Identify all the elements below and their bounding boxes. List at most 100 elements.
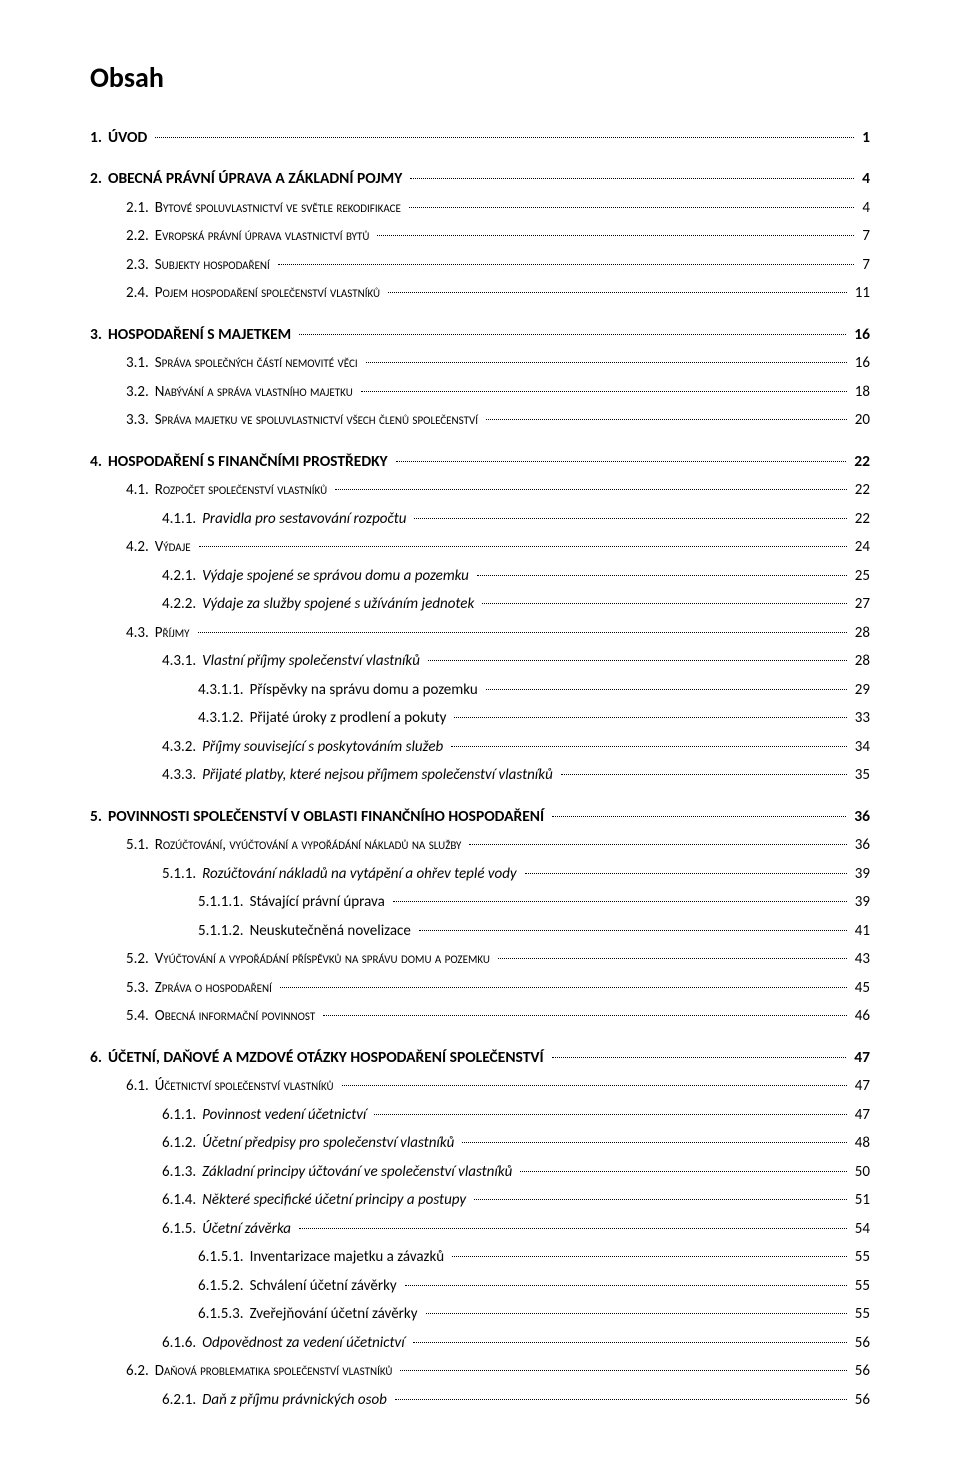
toc-entry-page: 50: [851, 1158, 870, 1187]
toc-entry-page: 18: [851, 378, 870, 407]
toc-entry: 4.2.1.Výdaje spojené se správou domu a p…: [90, 562, 870, 591]
toc-entry-number: 5.3.: [126, 974, 155, 1003]
toc-entry: 6.1.Účetnictví společenství vlastníků47: [90, 1072, 870, 1101]
toc-entry-number: 5.4.: [126, 1002, 155, 1031]
toc-entry-label: Zveřejňování účetní závěrky: [250, 1300, 422, 1329]
toc-entry-page: 1: [858, 123, 870, 152]
toc-leader: [396, 461, 847, 462]
toc-entry-page: 45: [851, 974, 870, 1003]
table-of-contents: 1.ÚVOD12.OBECNÁ PRÁVNÍ ÚPRAVA A ZÁKLADNÍ…: [90, 123, 870, 1414]
toc-entry-label: Vyúčtování a vypořádání příspěvků na spr…: [155, 945, 494, 974]
toc-entry: 2.3.Subjekty hospodaření7: [90, 251, 870, 280]
toc-entry: 6.2.1.Daň z příjmu právnických osob56: [90, 1386, 870, 1415]
toc-entry-label: Přijaté úroky z prodlení a pokuty: [250, 704, 451, 733]
toc-entry-number: 4.2.2.: [162, 590, 202, 619]
toc-entry-page: 29: [851, 676, 870, 705]
toc-entry: 3.HOSPODAŘENÍ S MAJETKEM16: [90, 320, 870, 349]
toc-entry: 6.1.6.Odpovědnost za vedení účetnictví56: [90, 1329, 870, 1358]
toc-leader: [335, 489, 847, 490]
toc-entry: 6.ÚČETNÍ, DAŇOVÉ A MZDOVÉ OTÁZKY HOSPODA…: [90, 1043, 870, 1072]
toc-entry-label: Rozúčtování, vyúčtování a vypořádání nák…: [155, 831, 466, 860]
toc-entry-page: 39: [851, 888, 870, 917]
toc-entry: 2.1.Bytové spoluvlastnictví ve světle re…: [90, 194, 870, 223]
toc-entry-label: POVINNOSTI SPOLEČENSTVÍ V OBLASTI FINANČ…: [108, 802, 548, 831]
toc-entry: 6.1.5.3.Zveřejňování účetní závěrky55: [90, 1300, 870, 1329]
toc-entry-page: 7: [858, 251, 870, 280]
toc-leader: [405, 1285, 847, 1286]
toc-entry-number: 5.1.1.1.: [198, 888, 250, 917]
toc-entry-page: 34: [851, 733, 870, 762]
toc-entry-page: 4: [858, 194, 870, 223]
toc-entry-page: 55: [851, 1243, 870, 1272]
toc-entry-number: 6.1.5.: [162, 1215, 202, 1244]
toc-entry-number: 3.2.: [126, 378, 155, 407]
toc-leader: [395, 1399, 847, 1400]
toc-entry-label: Daňová problematika společenství vlastní…: [155, 1357, 397, 1386]
toc-entry-label: Neuskutečněná novelizace: [250, 917, 415, 946]
toc-entry-number: 3.3.: [126, 406, 155, 435]
toc-entry: 4.1.1.Pravidla pro sestavování rozpočtu2…: [90, 505, 870, 534]
toc-entry: 6.1.4.Některé specifické účetní principy…: [90, 1186, 870, 1215]
toc-leader: [299, 1228, 847, 1229]
toc-entry-number: 2.1.: [126, 194, 155, 223]
toc-entry-number: 4.3.2.: [162, 733, 202, 762]
toc-leader: [361, 391, 847, 392]
toc-leader: [525, 873, 847, 874]
toc-entry: 4.1.Rozpočet společenství vlastníků22: [90, 476, 870, 505]
toc-entry-number: 4.3.1.: [162, 647, 202, 676]
toc-entry-label: Bytové spoluvlastnictví ve světle rekodi…: [155, 194, 405, 223]
toc-entry-number: 4.3.1.1.: [198, 676, 250, 705]
toc-entry-number: 5.2.: [126, 945, 155, 974]
toc-entry: 1.ÚVOD1: [90, 123, 870, 152]
toc-entry: 5.1.1.Rozúčtování nákladů na vytápění a …: [90, 860, 870, 889]
toc-entry: 4.3.1.Vlastní příjmy společenství vlastn…: [90, 647, 870, 676]
toc-entry: 3.2.Nabývání a správa vlastního majetku1…: [90, 378, 870, 407]
toc-leader: [419, 930, 847, 931]
toc-leader: [561, 774, 847, 775]
toc-entry-label: Inventarizace majetku a závazků: [250, 1243, 449, 1272]
toc-entry-number: 4.: [90, 447, 108, 476]
toc-entry-label: Přijaté platby, které nejsou příjmem spo…: [202, 761, 557, 790]
toc-leader: [426, 1313, 847, 1314]
toc-entry-label: Výdaje za služby spojené s užíváním jedn…: [202, 590, 478, 619]
toc-entry: 3.3.Správa majetku ve spoluvlastnictví v…: [90, 406, 870, 435]
toc-entry-label: Odpovědnost za vedení účetnictví: [202, 1329, 408, 1358]
toc-entry-page: 22: [850, 447, 870, 476]
toc-entry-label: Rozpočet společenství vlastníků: [155, 476, 331, 505]
toc-entry-page: 16: [851, 349, 870, 378]
toc-entry-page: 39: [851, 860, 870, 889]
toc-entry: 5.3.Zpráva o hospodaření45: [90, 974, 870, 1003]
toc-entry-page: 41: [851, 917, 870, 946]
toc-entry-number: 6.1.5.3.: [198, 1300, 250, 1329]
toc-entry-page: 7: [858, 222, 870, 251]
toc-leader: [393, 901, 847, 902]
toc-leader: [388, 292, 847, 293]
toc-entry-page: 24: [851, 533, 870, 562]
toc-entry-number: 4.1.1.: [162, 505, 202, 534]
toc-entry: 4.3.1.2.Přijaté úroky z prodlení a pokut…: [90, 704, 870, 733]
toc-entry-page: 11: [851, 279, 870, 308]
toc-entry-label: Vlastní příjmy společenství vlastníků: [202, 647, 424, 676]
toc-entry-number: 5.1.1.: [162, 860, 202, 889]
toc-entry: 5.POVINNOSTI SPOLEČENSTVÍ V OBLASTI FINA…: [90, 802, 870, 831]
toc-entry: 4.2.2.Výdaje za služby spojené s užívání…: [90, 590, 870, 619]
toc-leader: [498, 958, 847, 959]
toc-entry-label: Stávající právní úprava: [250, 888, 389, 917]
toc-entry-label: Příjmy související s poskytováním služeb: [202, 733, 447, 762]
toc-entry-number: 6.: [90, 1043, 108, 1072]
toc-entry-page: 55: [851, 1272, 870, 1301]
toc-leader: [552, 816, 846, 817]
toc-entry-page: 56: [851, 1357, 870, 1386]
toc-entry-number: 2.: [90, 164, 108, 193]
toc-entry-page: 28: [851, 647, 870, 676]
toc-entry-number: 6.1.2.: [162, 1129, 202, 1158]
toc-leader: [409, 207, 855, 208]
toc-entry-label: Účetní závěrka: [202, 1215, 295, 1244]
toc-entry-number: 3.1.: [126, 349, 155, 378]
toc-entry-label: HOSPODAŘENÍ S FINANČNÍMI PROSTŘEDKY: [108, 447, 392, 476]
toc-leader: [486, 419, 847, 420]
toc-leader: [342, 1085, 847, 1086]
toc-entry-label: Výdaje: [155, 533, 195, 562]
toc-entry-number: 2.4.: [126, 279, 155, 308]
toc-entry-page: 47: [851, 1072, 870, 1101]
